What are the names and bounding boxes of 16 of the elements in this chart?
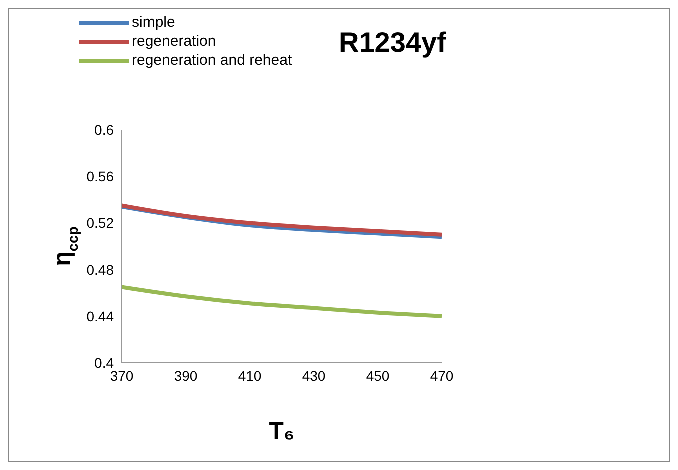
x-tick-label: 430 (302, 368, 326, 384)
y-tick-label: 0.44 (86, 308, 114, 324)
x-tick-label: 410 (238, 368, 262, 384)
line-series (122, 285, 442, 318)
legend-label: regeneration (132, 32, 216, 51)
y-tick-label: 0.56 (86, 168, 114, 185)
y-tick-label: 0.48 (86, 262, 114, 278)
y-tick-label: 0.6 (94, 122, 114, 138)
x-tick-label: 450 (366, 368, 390, 384)
y-tick-label: 0.52 (86, 215, 114, 232)
x-tick-label: 390 (174, 368, 198, 384)
legend-label: regeneration and reheat (132, 51, 292, 70)
x-axis-title: T₆ (269, 418, 295, 445)
chart-title: R1234yf (339, 27, 446, 59)
legend-label: simple (132, 13, 176, 32)
x-tick-label: 470 (430, 368, 454, 384)
